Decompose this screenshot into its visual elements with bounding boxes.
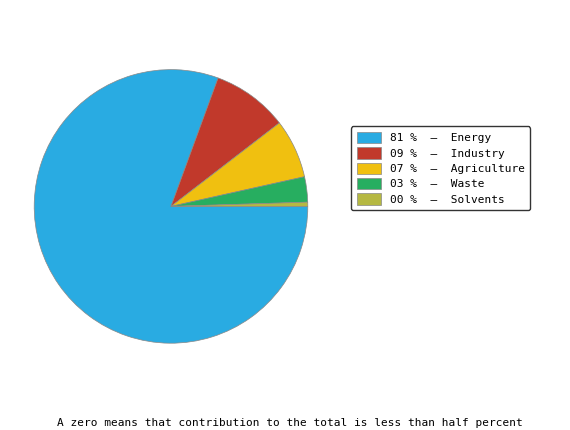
Text: A zero means that contribution to the total is less than half percent: A zero means that contribution to the to… (57, 418, 523, 428)
Wedge shape (171, 123, 304, 206)
Legend: 81 %  —  Energy, 09 %  —  Industry, 07 %  —  Agriculture, 03 %  —  Waste, 00 %  : 81 % — Energy, 09 % — Industry, 07 % — A… (351, 126, 531, 210)
Wedge shape (171, 78, 279, 206)
Wedge shape (171, 177, 308, 206)
Wedge shape (171, 202, 308, 206)
Wedge shape (34, 70, 308, 343)
